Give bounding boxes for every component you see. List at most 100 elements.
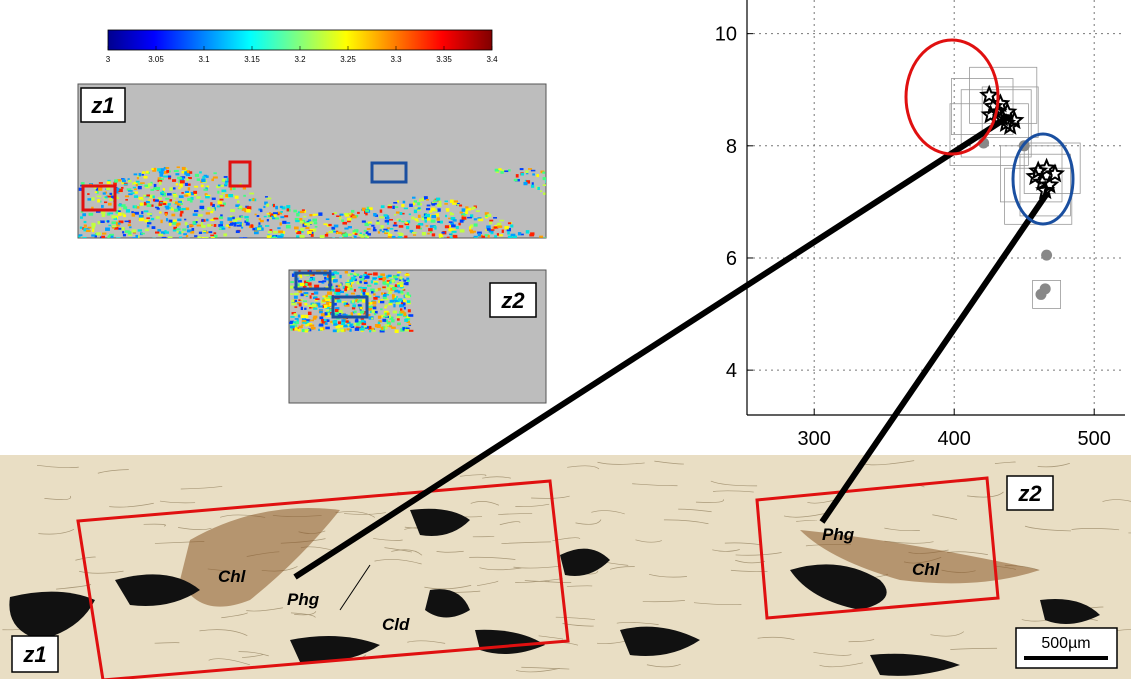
speckle <box>382 280 387 284</box>
speckle <box>99 281 102 284</box>
speckle <box>158 260 161 263</box>
speckle <box>172 272 175 274</box>
speckle <box>332 245 335 248</box>
speckle <box>179 240 183 243</box>
mineral-label: Cld <box>382 615 410 634</box>
speckle <box>364 222 369 227</box>
speckle <box>469 249 473 252</box>
speckle <box>349 282 353 285</box>
mineral <box>180 508 1040 607</box>
speckle <box>322 295 326 298</box>
speckle <box>268 212 272 215</box>
speckle <box>527 247 531 250</box>
speckle <box>217 240 221 242</box>
speckle <box>320 263 325 265</box>
speckle <box>173 267 175 269</box>
speckle <box>240 266 243 269</box>
speckle <box>353 273 357 276</box>
speckle <box>201 225 206 228</box>
speckle <box>172 240 174 242</box>
speckle <box>314 299 318 302</box>
speckle <box>539 235 543 238</box>
speckle <box>237 241 241 243</box>
speckle <box>235 240 239 243</box>
speckle <box>450 212 453 216</box>
speckle <box>514 258 519 261</box>
speckle <box>208 263 213 265</box>
speckle <box>388 290 393 293</box>
speckle <box>418 238 421 240</box>
speckle <box>471 240 475 242</box>
speckle <box>304 302 308 306</box>
speckle <box>535 264 537 267</box>
speckle <box>341 219 345 222</box>
y-tick-label: 10 <box>715 24 737 46</box>
speckle <box>100 239 102 241</box>
speckle <box>239 273 242 275</box>
speckle <box>404 329 410 332</box>
speckle <box>353 310 357 313</box>
speckle <box>467 246 470 248</box>
speckle <box>167 245 171 248</box>
speckle <box>210 219 215 221</box>
speckle <box>412 257 415 259</box>
speckle <box>236 217 241 220</box>
speckle <box>337 254 340 256</box>
speckle <box>147 257 151 260</box>
speckle <box>386 227 390 230</box>
speckle <box>222 261 224 264</box>
speckle <box>347 267 351 270</box>
speckle <box>351 239 354 242</box>
speckle <box>443 261 447 263</box>
speckle <box>133 173 138 176</box>
speckle <box>440 256 442 258</box>
speckle <box>344 288 348 292</box>
speckle <box>388 301 393 305</box>
speckle <box>533 239 537 241</box>
speckle <box>532 173 535 176</box>
speckle <box>531 184 535 188</box>
speckle <box>153 183 157 188</box>
speckle <box>327 249 331 251</box>
speckle <box>365 263 369 266</box>
speckle <box>427 246 431 248</box>
speckle <box>305 314 309 318</box>
speckle <box>323 245 327 247</box>
speckle <box>176 254 181 257</box>
speckle <box>324 276 327 280</box>
speckle <box>333 302 337 306</box>
speckle <box>347 264 351 266</box>
speckle <box>85 241 88 244</box>
speckle <box>386 247 390 250</box>
speckle <box>427 251 432 253</box>
speckle <box>332 267 336 270</box>
speckle <box>160 193 164 196</box>
speckle <box>427 259 430 262</box>
speckle <box>448 233 453 236</box>
speckle <box>402 327 406 331</box>
speckle <box>292 321 296 324</box>
speckle <box>380 308 383 311</box>
speckle <box>386 254 391 256</box>
speckle <box>255 300 257 302</box>
speckle <box>398 219 401 222</box>
speckle <box>379 266 383 268</box>
speckle <box>375 267 379 269</box>
speckle <box>393 213 397 216</box>
speckle <box>477 233 481 237</box>
speckle <box>313 315 318 319</box>
speckle <box>268 264 271 266</box>
speckle <box>106 253 110 255</box>
speckle <box>411 231 417 234</box>
speckle <box>187 177 192 180</box>
speckle <box>313 307 318 310</box>
speckle <box>320 313 326 317</box>
speckle <box>448 228 453 232</box>
speckle <box>329 252 331 255</box>
speckle <box>411 242 413 245</box>
speckle <box>377 275 383 279</box>
speckle <box>135 257 140 260</box>
speckle <box>122 178 126 182</box>
speckle <box>166 243 169 245</box>
speckle <box>179 270 181 272</box>
